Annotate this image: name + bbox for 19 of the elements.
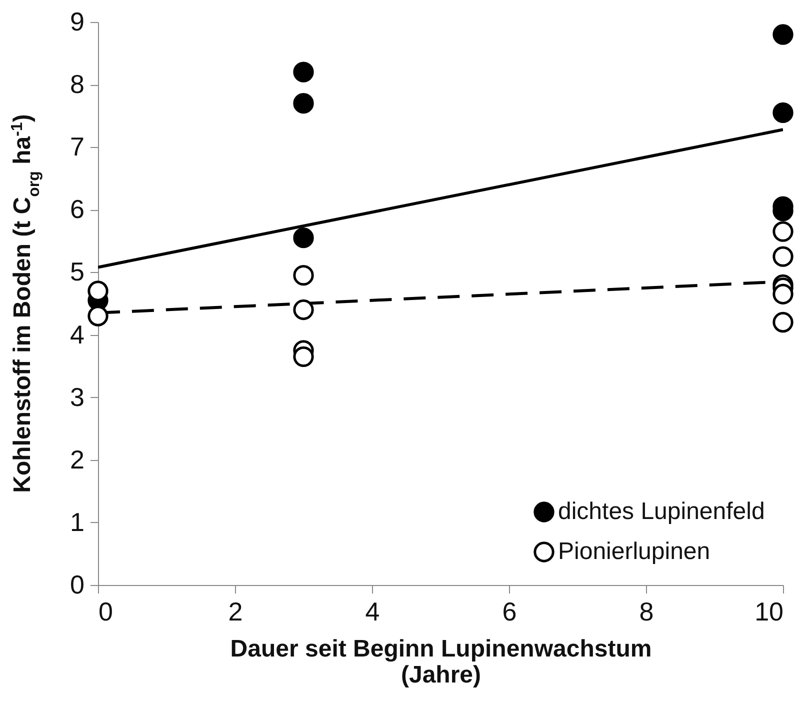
x-tick-label: 8 [639,596,654,626]
y-tick-label: 8 [70,69,84,100]
x-axis-title: Dauer seit Beginn Lupinenwachstum (Jahre) [230,636,652,688]
y-tick-label: 3 [70,382,84,412]
y-tick-label: 0 [70,570,84,600]
y-tick-label: 9 [70,6,84,36]
x-tick-label: 10 [754,596,784,626]
legend-label: dichtes Lupinenfeld [558,498,765,525]
y-tick-label: 1 [70,506,84,537]
y-tick-label: 4 [70,319,84,350]
x-tick-label: 4 [365,596,380,626]
y-tick-label: 6 [70,194,84,224]
y-tick-label: 5 [70,256,84,287]
legend-label: Pionierlupinen [558,538,710,565]
y-tick-label: 2 [70,444,84,474]
x-tick-label: 6 [502,596,517,626]
y-tick-label: 7 [70,132,84,162]
x-tick-label: 2 [228,596,243,626]
x-tick-label: 0 [98,596,113,626]
